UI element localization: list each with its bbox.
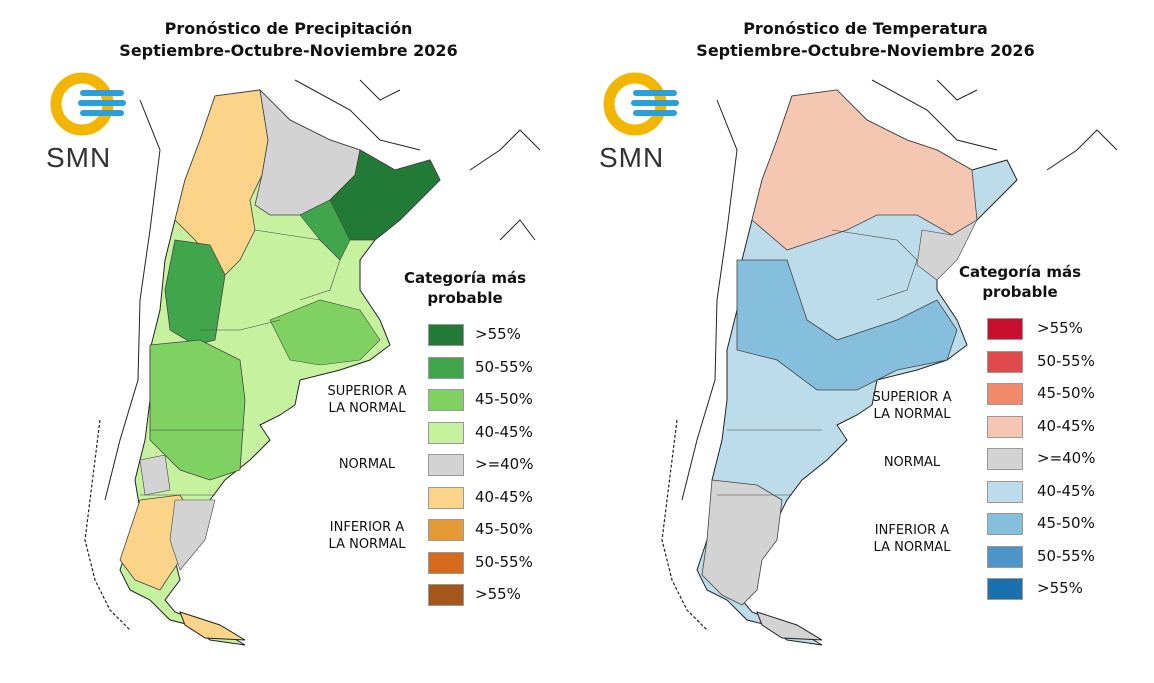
temperature-panel: Pronóstico de Temperatura Septiembre-Oct… <box>577 0 1154 683</box>
legend-swatch <box>428 584 464 606</box>
legend-title: Categoría más probable <box>958 263 1082 301</box>
legend-label: 50-55% <box>1037 351 1095 370</box>
smn-logo-text: SMN <box>46 142 112 173</box>
legend-swatch <box>428 421 464 444</box>
legend-label: >=40% <box>1037 449 1096 467</box>
legend-label: 50-55% <box>475 552 533 571</box>
legend-label: 50-55% <box>475 357 533 376</box>
smn-logo-text: SMN <box>599 142 665 173</box>
legend-swatch <box>987 480 1023 503</box>
legend-swatch <box>428 454 464 476</box>
title-line-2: Septiembre-Octubre-Noviembre 2026 <box>119 41 458 60</box>
title-line-1: Pronóstico de Precipitación <box>164 19 413 38</box>
legend-swatch <box>428 551 464 574</box>
group-label-superior: SUPERIOR A LA NORMAL <box>872 390 952 422</box>
precipitation-map <box>84 79 541 646</box>
legend-label: 45-50% <box>475 390 533 408</box>
legend-label: 40-45% <box>1037 416 1095 435</box>
temperature-map <box>661 79 1118 646</box>
group-label-normal: NORMAL <box>338 457 396 472</box>
legend-label: >55% <box>1037 579 1083 597</box>
legend-swatch <box>428 356 464 379</box>
legend-label: >=40% <box>475 455 534 473</box>
legend-title: Categoría más probable <box>403 269 527 307</box>
legend-swatch <box>987 350 1023 373</box>
smn-logo-icon <box>603 72 679 136</box>
group-label-normal: NORMAL <box>883 455 941 470</box>
legend-label: 45-50% <box>1037 514 1095 532</box>
legend-swatch <box>987 318 1023 340</box>
legend-swatch <box>428 486 464 509</box>
precipitation-panel: Pronóstico de Precipitación Septiembre-O… <box>0 18 577 646</box>
legend-swatch <box>987 578 1023 600</box>
legend-swatch <box>428 519 464 541</box>
legend-label: 40-45% <box>475 487 533 506</box>
group-label-inferior: INFERIOR A LA NORMAL <box>328 520 406 552</box>
legend-label: >55% <box>1037 319 1083 337</box>
legend-label: 40-45% <box>1037 481 1095 500</box>
legend-swatch <box>428 389 464 411</box>
legend-label: >55% <box>475 325 521 343</box>
legend-swatch <box>987 513 1023 535</box>
legend-label: 45-50% <box>475 520 533 538</box>
legend-label: 50-55% <box>1037 546 1095 565</box>
legend-label: 40-45% <box>475 422 533 441</box>
legend-swatch <box>987 383 1023 405</box>
legend-label: 45-50% <box>1037 384 1095 402</box>
smn-logo-icon <box>50 72 126 136</box>
group-label-superior: SUPERIOR A LA NORMAL <box>327 384 407 416</box>
map-title: Pronóstico de Temperatura Septiembre-Oct… <box>577 18 1154 62</box>
title-line-1: Pronóstico de Temperatura <box>743 19 988 38</box>
legend-swatch <box>987 545 1023 568</box>
legend-swatch <box>428 324 464 346</box>
legend-swatch <box>987 415 1023 438</box>
map-title: Pronóstico de Precipitación Septiembre-O… <box>0 18 577 62</box>
legend-swatch <box>987 448 1023 470</box>
legend-label: >55% <box>475 585 521 603</box>
group-label-inferior: INFERIOR A LA NORMAL <box>873 523 951 555</box>
title-line-2: Septiembre-Octubre-Noviembre 2026 <box>696 41 1035 60</box>
